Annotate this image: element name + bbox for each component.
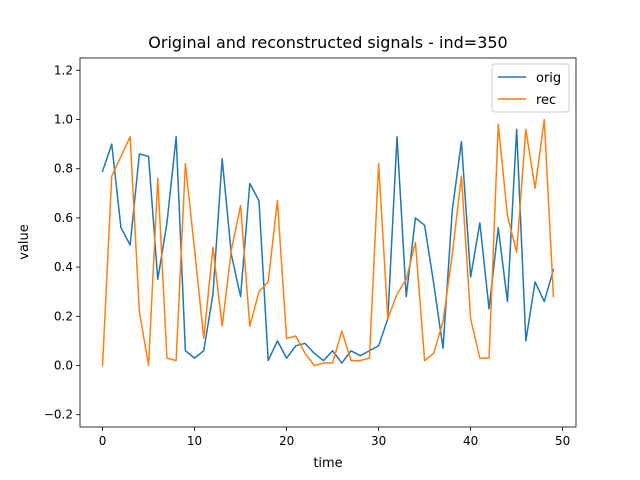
y-tick-label: 1.0 [54,113,73,127]
plot-area: 0 10 20 30 40 50 −0.2 0.0 0.2 0.4 0.6 0.8 1.0 1.2 [44,57,577,448]
x-tick-label: 20 [279,434,294,448]
y-tick-label: 0.0 [54,359,73,373]
y-tick-label: 1.2 [54,63,73,77]
y-axis-label: value [17,224,32,260]
y-tick-label: 0.8 [54,162,73,176]
y-tick-label: −0.2 [44,408,73,422]
legend-label-rec: rec [536,93,556,108]
x-tick-label: 30 [371,434,386,448]
legend-box [491,63,570,113]
legend: orig rec [491,63,570,113]
x-tick-label: 50 [555,434,570,448]
x-tick-label: 0 [99,434,107,448]
legend-label-orig: orig [536,71,561,86]
series-line-rec [101,118,555,367]
series-line-orig [101,128,555,364]
x-tick-label: 10 [187,434,202,448]
y-tick-label: 0.6 [54,211,73,225]
axes-frame [79,57,577,428]
y-tick-label: 0.4 [54,260,73,274]
chart-title: Original and reconstructed signals - ind… [148,33,507,52]
y-tick-label: 0.2 [54,309,73,323]
x-tick-label: 40 [463,434,478,448]
x-axis-label: time [313,456,342,471]
